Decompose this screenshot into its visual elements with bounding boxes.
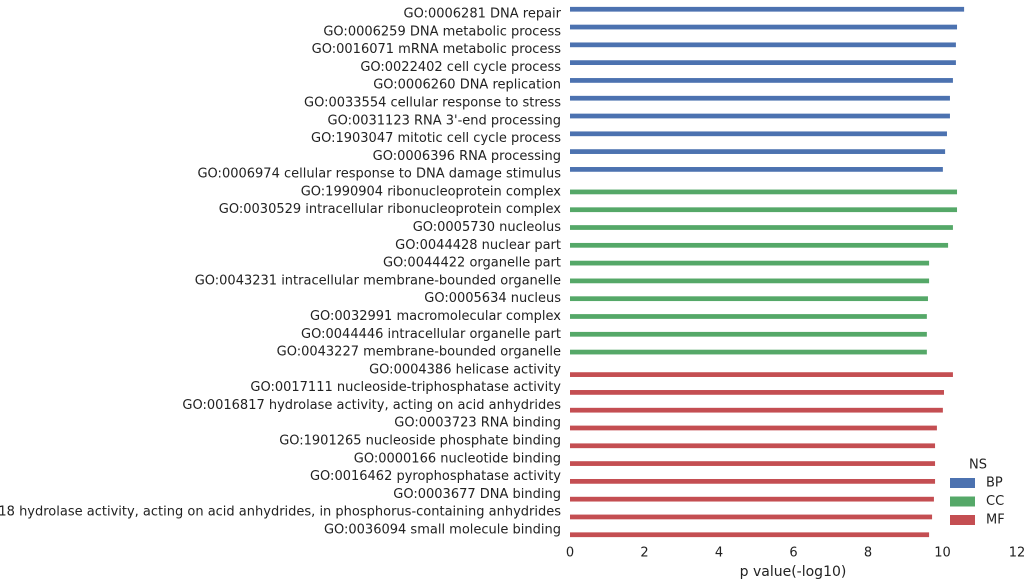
y-tick-label: GO:1903047 mitotic cell cycle process (311, 131, 561, 146)
bar (570, 149, 946, 154)
y-tick-label: GO:0006260 DNA replication (373, 78, 561, 93)
x-tick-label: 8 (864, 546, 872, 561)
y-tick-label: GO:0022402 cell cycle process (360, 60, 561, 75)
y-tick-label: GO:0044446 intracellular organelle part (301, 327, 561, 342)
y-tick-label: GO:0003723 RNA binding (394, 416, 561, 431)
bar (570, 390, 944, 395)
y-tick-label: GO:0033554 cellular response to stress (304, 95, 561, 110)
bar (570, 331, 927, 337)
legend-swatch (950, 496, 975, 507)
y-tick-label: GO:0031123 RNA 3'-end processing (328, 113, 562, 128)
bar (570, 42, 956, 48)
y-tick-label: GO:0044428 nuclear part (395, 238, 561, 253)
y-tick-label: GO:0016462 pyrophosphatase activity (310, 469, 561, 484)
bar (570, 461, 936, 466)
y-tick-label: GO:0043231 intracellular membrane-bounde… (195, 273, 561, 288)
y-tick-label: GO:1901265 nucleoside phosphate binding (279, 434, 561, 449)
bar (570, 296, 928, 302)
bar (570, 425, 937, 431)
bar (570, 78, 953, 83)
bar (570, 167, 943, 172)
bar (570, 407, 943, 413)
bar (570, 443, 936, 449)
legend-label: MF (986, 513, 1005, 528)
y-tick-label: GO:0016817 hydrolase activity, acting on… (182, 398, 561, 413)
y-tick-label: GO:0016818 hydrolase activity, acting on… (0, 505, 561, 520)
y-tick-label: GO:0005634 nucleus (424, 291, 561, 306)
x-axis-label: p value(-log10) (740, 564, 847, 580)
x-tick-label: 12 (1009, 546, 1026, 561)
bar (570, 478, 936, 484)
legend-label: CC (986, 494, 1004, 509)
bar (570, 189, 958, 195)
bar (570, 225, 953, 230)
bar (570, 113, 950, 119)
x-tick-label: 10 (934, 546, 951, 561)
x-tick-label: 2 (640, 546, 648, 561)
bar (570, 242, 949, 248)
bar (570, 372, 953, 377)
x-tick-label: 4 (715, 546, 723, 561)
bar (570, 60, 956, 66)
y-tick-label: GO:0044422 organelle part (383, 256, 561, 271)
bar (570, 532, 930, 538)
legend-swatch (950, 515, 975, 525)
y-tick-label: GO:0036094 small molecule binding (324, 523, 561, 538)
x-tick-label: 0 (566, 546, 574, 561)
y-tick-label: GO:0032991 macromolecular complex (310, 309, 561, 324)
y-tick-label: GO:0016071 mRNA metabolic process (312, 42, 562, 57)
y-tick-label: GO:0006396 RNA processing (373, 149, 561, 164)
y-tick-label: GO:0006974 cellular response to DNA dama… (197, 167, 561, 182)
bar (570, 514, 933, 520)
bar (570, 6, 965, 12)
legend-label: BP (986, 476, 1003, 491)
y-tick-label: GO:0017111 nucleoside-triphosphatase act… (250, 380, 561, 395)
bar (570, 349, 927, 355)
bar (570, 278, 930, 284)
y-tick-label: GO:0000166 nucleotide binding (354, 451, 561, 466)
bar (570, 24, 958, 30)
y-tick-label: GO:0006281 DNA repair (404, 6, 562, 21)
y-tick-label: GO:0005730 nucleolus (413, 220, 562, 235)
bar (570, 207, 958, 213)
y-tick-label: GO:0030529 intracellular ribonucleoprote… (219, 202, 562, 217)
bar (570, 260, 930, 266)
bar (570, 496, 934, 502)
legend-swatch (950, 478, 975, 488)
bar (570, 131, 947, 137)
legend-title: NS (969, 458, 987, 473)
y-tick-label: GO:0043227 membrane-bounded organelle (277, 345, 561, 360)
bar (570, 314, 927, 319)
y-tick-label: GO:1990904 ribonucleoprotein complex (301, 184, 562, 199)
bar (570, 95, 950, 101)
x-tick-label: 6 (789, 546, 797, 561)
y-tick-label: GO:0003677 DNA binding (393, 487, 561, 502)
y-tick-label: GO:0006259 DNA metabolic process (323, 24, 561, 39)
y-tick-label: GO:0004386 helicase activity (369, 362, 561, 377)
